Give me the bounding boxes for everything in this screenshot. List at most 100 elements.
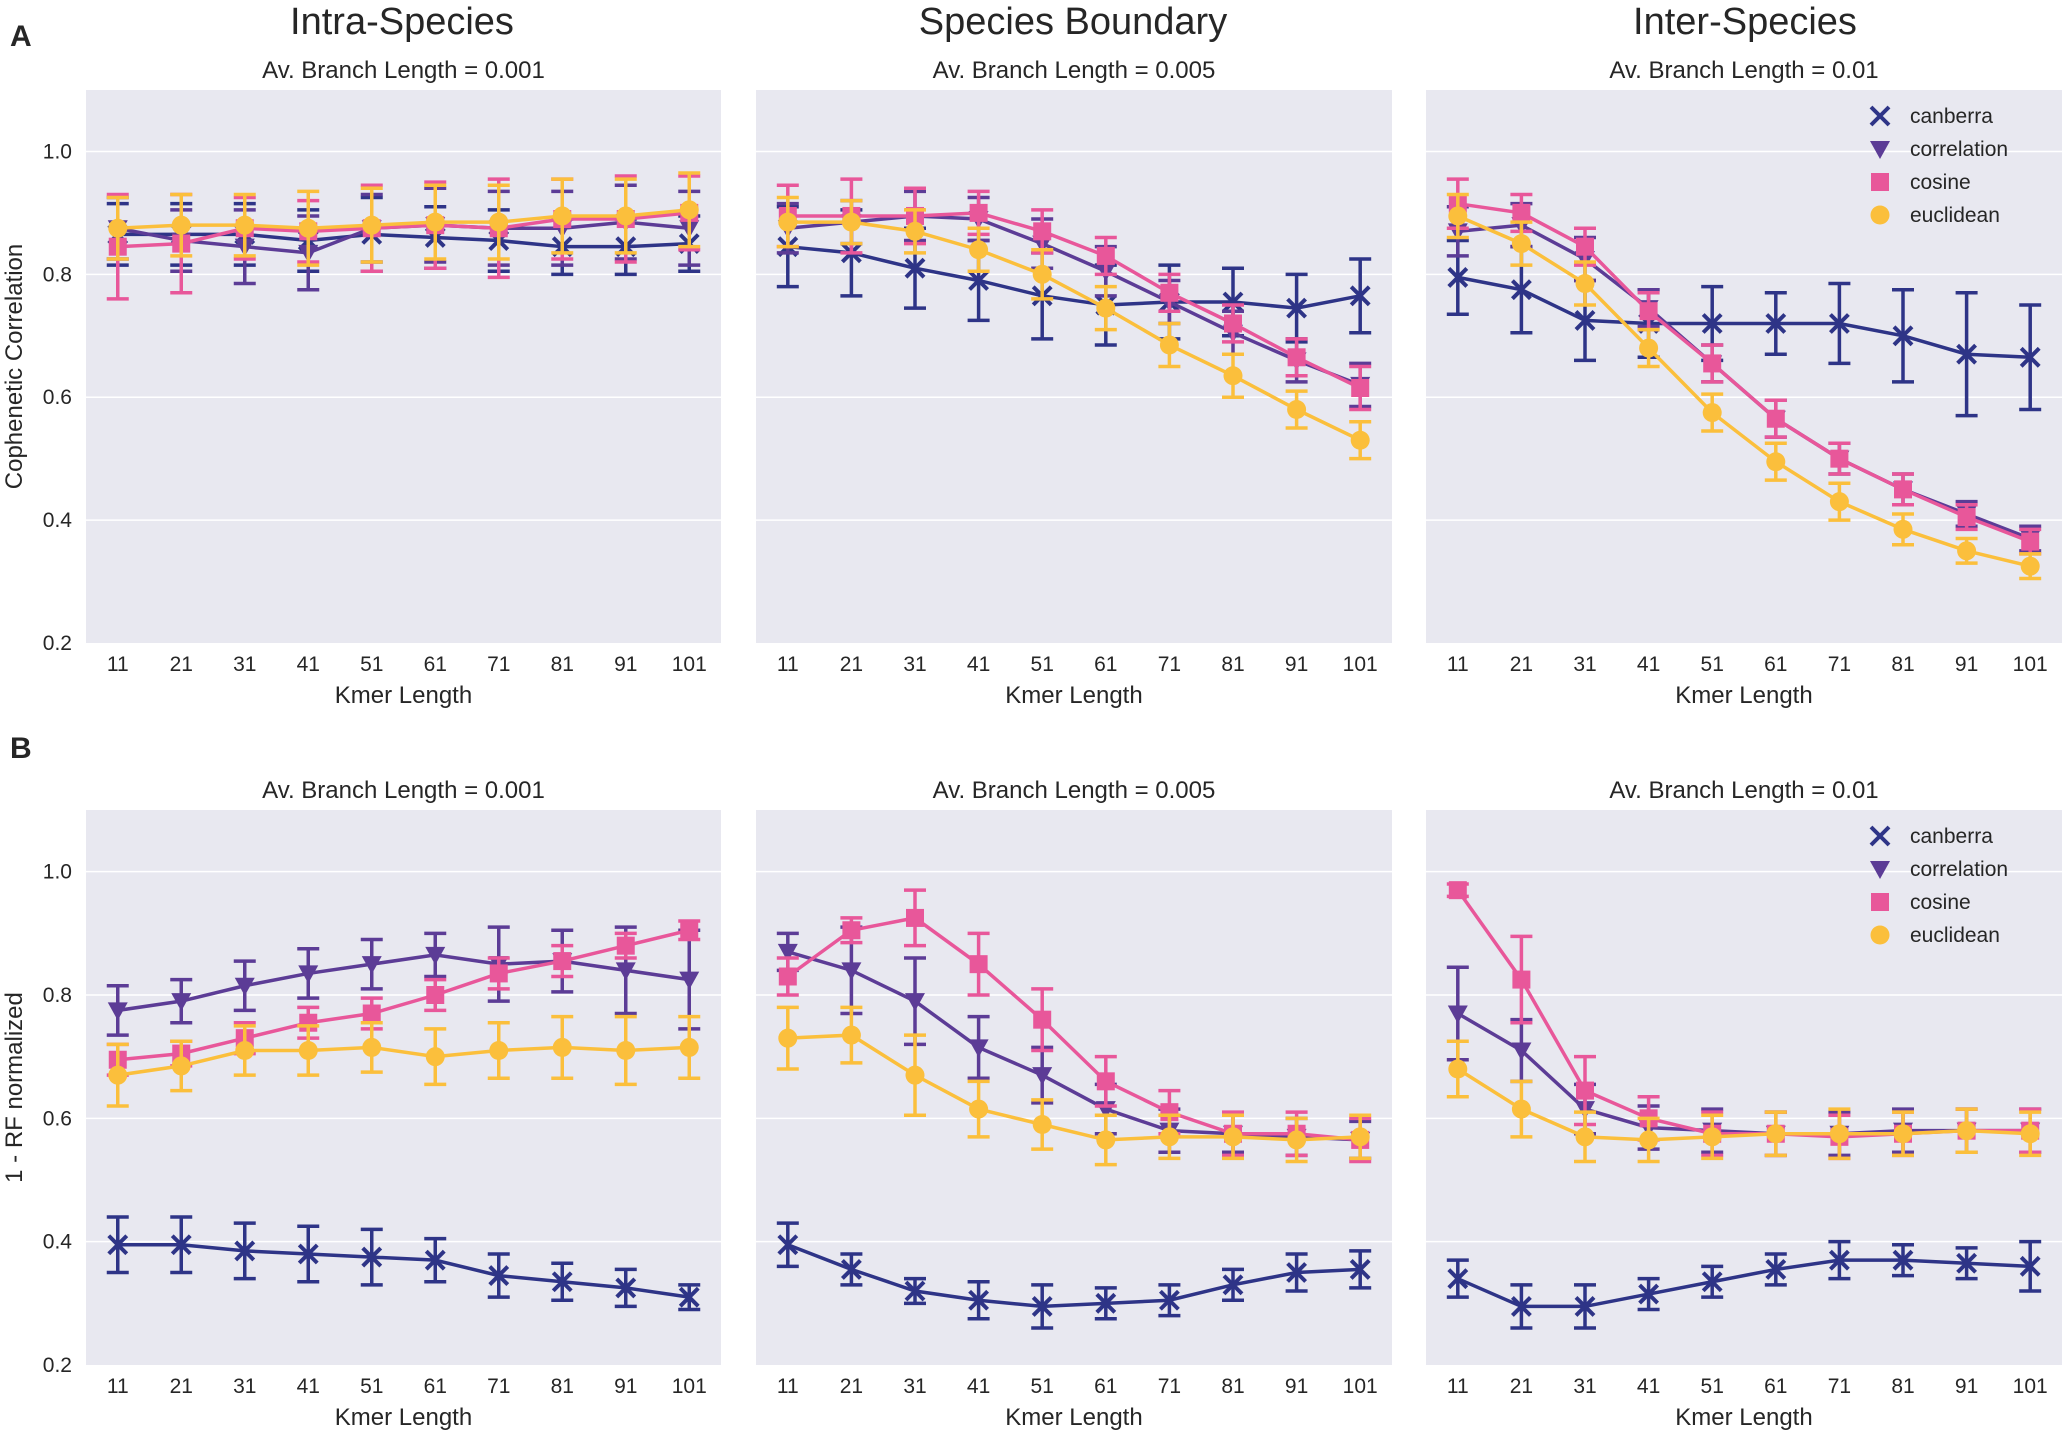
data-point: [840, 1259, 862, 1280]
subplot-b-3: 11 21 31 41 51 61 71 81 91 101 Av. Branch Length =…: [1426, 777, 2062, 1431]
data-point: [1511, 234, 1531, 254]
x-tick-label: 11: [1447, 1375, 1469, 1398]
data-point: [1829, 492, 1849, 512]
column-title-intra-species: Intra-Species: [290, 1, 514, 43]
data-point: [1574, 1296, 1596, 1317]
data-point: [1957, 541, 1977, 561]
x-axis-label: Kmer Length: [335, 682, 472, 709]
x-axis-label: Kmer Length: [335, 1404, 472, 1431]
data-point: [1447, 266, 1469, 288]
series-line: [787, 220, 1361, 442]
series-line: [117, 208, 690, 231]
data-point: [1639, 302, 1658, 321]
data-point: [1510, 279, 1532, 301]
data-point: [1574, 310, 1596, 331]
panel-label-a: A: [10, 20, 32, 53]
data-point: [1349, 285, 1371, 307]
data-point: [171, 993, 192, 1012]
data-point: [841, 212, 861, 232]
x-tick-label: 31: [233, 653, 256, 676]
x-tick-label: 11: [777, 1375, 799, 1398]
data-point: [1448, 881, 1467, 900]
data-point: [234, 1240, 256, 1262]
x-tick-label: 81: [1891, 653, 1914, 676]
x-tick-label: 81: [551, 653, 574, 676]
data-point: [778, 967, 797, 986]
data-point: [1095, 1292, 1117, 1314]
series-euclidean: [106, 171, 701, 267]
panel-label-b: B: [10, 732, 32, 765]
data-point: [1223, 366, 1243, 386]
x-tick-label: 41: [297, 1375, 320, 1398]
x-tick-label: 91: [1955, 653, 1978, 676]
data-point: [1892, 325, 1914, 347]
data-point: [679, 971, 700, 990]
data-point: [1830, 449, 1849, 468]
data-point: [679, 200, 699, 220]
legend: canberra correlation cosine euclidean: [1869, 105, 2008, 227]
data-point: [1032, 1067, 1053, 1086]
data-point: [1349, 1259, 1371, 1280]
data-point: [1159, 1127, 1179, 1147]
data-point: [906, 908, 924, 927]
plot-background: [756, 90, 1392, 643]
data-point: [107, 1002, 128, 1021]
x-tick-label: 71: [1158, 653, 1181, 676]
data-point: [1512, 203, 1531, 222]
x-tick-label: 41: [967, 1375, 990, 1398]
data-point: [968, 1289, 990, 1311]
data-point: [777, 1234, 799, 1256]
series-line: [787, 244, 1361, 310]
data-point: [1575, 1127, 1595, 1147]
data-point: [1159, 335, 1179, 355]
data-point: [2019, 346, 2041, 368]
x-tick-label: 31: [903, 653, 926, 676]
data-point: [968, 270, 990, 291]
data-point: [1096, 1072, 1115, 1091]
x-tick-label: 51: [360, 653, 383, 676]
x-tick-label: 41: [1637, 653, 1660, 676]
column-title-inter-species: Inter-Species: [1633, 1, 1857, 43]
x-tick-label: 101: [2013, 653, 2048, 676]
data-point: [424, 1249, 446, 1271]
x-tick-label: 51: [1701, 653, 1724, 676]
subplot-a-2: 11 21 31 41 51 61 71 81 91 101 Av. Branch Length =…: [756, 57, 1392, 709]
legend-marker-canberra: [1869, 105, 1891, 127]
data-point: [904, 257, 926, 279]
data-point: [905, 221, 925, 241]
legend-marker-correlation: [1870, 141, 1890, 159]
data-point: [969, 240, 989, 260]
data-point: [1286, 297, 1308, 319]
series-line: [1457, 214, 2031, 568]
data-point: [1447, 1005, 1468, 1024]
x-tick-label: 21: [840, 653, 863, 676]
series-cosine: [106, 919, 701, 1077]
legend-label-canberra: canberra: [1910, 105, 1993, 128]
data-point: [1350, 430, 1370, 450]
data-point: [1893, 1124, 1913, 1144]
subplot-title: Av. Branch Length = 0.01: [1609, 777, 1878, 804]
x-tick-label: 81: [1221, 1375, 1244, 1398]
series-line: [117, 211, 690, 249]
data-point: [904, 1280, 926, 1302]
data-point: [361, 956, 382, 975]
series-line: [787, 1243, 1361, 1309]
y-tick-label: 0.8: [43, 263, 72, 286]
y-tick-label: 1.0: [43, 140, 72, 163]
legend-marker-cosine: [1871, 173, 1889, 191]
data-point: [616, 1041, 636, 1060]
series-euclidean: [776, 1005, 1372, 1167]
y-axis-label: Cophenetic Correlation: [1, 244, 28, 489]
data-point: [552, 206, 572, 226]
data-point: [1702, 1127, 1722, 1147]
x-axis-label: Kmer Length: [1005, 1404, 1142, 1431]
legend-marker-euclidean: [1870, 205, 1890, 225]
x-tick-label: 31: [1573, 1375, 1596, 1398]
data-point: [1639, 338, 1659, 358]
data-point: [1032, 264, 1052, 284]
data-point: [1575, 274, 1595, 294]
data-point: [1351, 379, 1370, 398]
data-point: [2021, 532, 2040, 551]
data-point: [969, 203, 988, 222]
data-point: [170, 1234, 192, 1256]
